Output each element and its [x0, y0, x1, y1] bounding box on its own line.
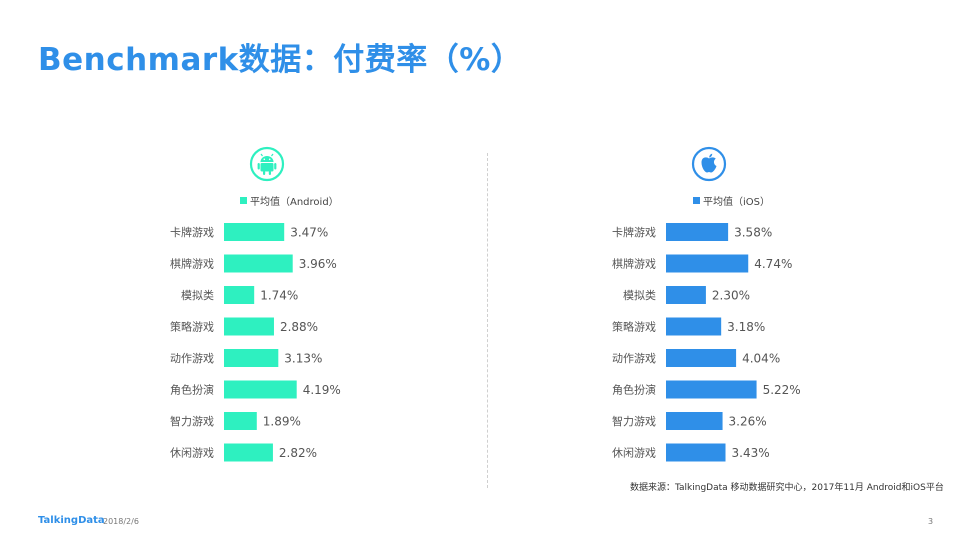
android-value-label: 3.13% — [284, 352, 322, 366]
android-category-label: 角色扮演 — [170, 383, 214, 397]
android-category-label: 智力游戏 — [170, 414, 214, 428]
footer-date: 2018/2/6 — [103, 517, 139, 526]
android-value-label: 3.96% — [299, 257, 337, 271]
android-bar — [224, 349, 279, 367]
ios-category-label: 智力游戏 — [612, 414, 656, 428]
ios-bar — [666, 443, 726, 462]
center-divider — [487, 153, 488, 488]
legend-ios-label: 平均值（iOS） — [703, 197, 770, 208]
ios-bar — [666, 254, 749, 273]
android-value-label: 2.88% — [280, 320, 318, 334]
android-category-label: 模拟类 — [181, 288, 214, 302]
ios-bar — [666, 286, 706, 304]
android-bar — [224, 223, 285, 241]
ios-category-label: 休闲游戏 — [612, 446, 656, 460]
ios-bar — [666, 412, 723, 430]
android-category-label: 策略游戏 — [170, 320, 214, 334]
ios-category-label: 卡牌游戏 — [612, 225, 656, 239]
ios-value-label: 3.26% — [729, 415, 767, 429]
ios-bar — [666, 380, 757, 399]
android-value-label: 3.47% — [290, 226, 328, 240]
legend-android-label: 平均值（Android） — [250, 197, 339, 208]
android-bar — [224, 380, 297, 399]
legend-ios-swatch — [693, 197, 700, 204]
android-bar — [224, 317, 274, 336]
android-bar — [224, 254, 293, 273]
android-bar — [224, 286, 255, 304]
ios-category-label: 动作游戏 — [612, 352, 656, 365]
android-value-label: 2.82% — [279, 446, 317, 460]
android-value-label: 4.19% — [303, 383, 341, 397]
android-category-label: 棋牌游戏 — [170, 257, 214, 271]
ios-category-label: 棋牌游戏 — [612, 257, 656, 271]
android-icon — [249, 146, 285, 182]
ios-value-label: 5.22% — [763, 383, 801, 397]
ios-category-label: 模拟类 — [623, 288, 656, 302]
page-title: Benchmark数据：付费率（%） — [38, 42, 523, 78]
ios-bar — [666, 317, 722, 336]
ios-value-label: 3.58% — [734, 226, 772, 240]
legend-android: 平均值（Android） — [240, 193, 339, 208]
apple-icon — [691, 146, 727, 182]
android-bar — [224, 443, 273, 462]
ios-value-label: 3.43% — [732, 446, 770, 460]
legend-android-swatch — [240, 197, 247, 204]
footer-brand: TalkingData — [38, 515, 105, 526]
android-value-label: 1.74% — [260, 289, 298, 303]
android-category-label: 休闲游戏 — [170, 446, 214, 460]
ios-category-label: 策略游戏 — [612, 320, 656, 334]
ios-value-label: 3.18% — [727, 320, 765, 334]
android-category-label: 动作游戏 — [170, 352, 214, 365]
ios-category-label: 角色扮演 — [612, 383, 656, 397]
ios-value-label: 4.04% — [742, 352, 780, 366]
ios-value-label: 4.74% — [754, 257, 792, 271]
ios-bar — [666, 223, 729, 241]
android-bar — [224, 412, 257, 430]
ios-bar — [666, 349, 737, 367]
android-category-label: 卡牌游戏 — [170, 225, 214, 239]
legend-ios: 平均值（iOS） — [693, 193, 770, 208]
page-number: 3 — [928, 517, 934, 526]
android-value-label: 1.89% — [263, 415, 301, 429]
data-source-note: 数据来源：TalkingData 移动数据研究中心，2017年11月 Andro… — [630, 483, 944, 493]
ios-value-label: 2.30% — [712, 289, 750, 303]
